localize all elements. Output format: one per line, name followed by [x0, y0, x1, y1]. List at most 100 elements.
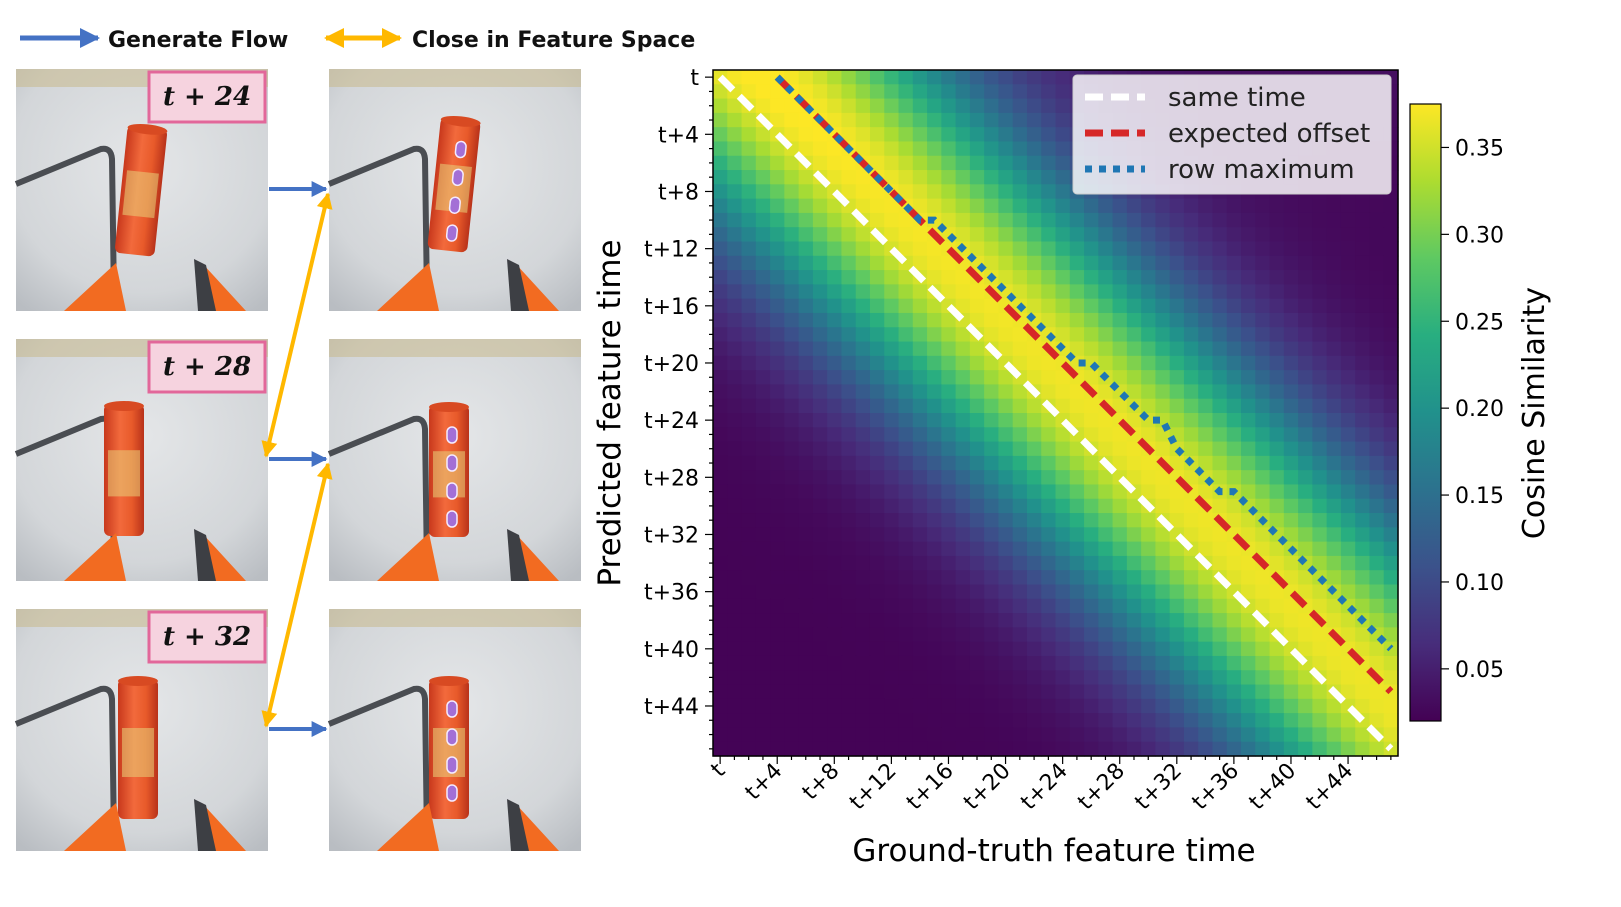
heatmap-cell: [841, 384, 857, 400]
heatmap-cell: [1126, 284, 1142, 300]
heatmap-cell: [770, 327, 785, 343]
heatmap-cell: [755, 727, 771, 743]
heatmap-cell: [1126, 470, 1142, 486]
heatmap-cell: [1226, 513, 1242, 528]
heatmap-cell: [1155, 498, 1171, 514]
heatmap-cell: [1369, 212, 1385, 228]
heatmap-cell: [1112, 341, 1128, 357]
heatmap-cell: [955, 127, 971, 143]
heatmap-cell: [941, 713, 957, 729]
heatmap-cell: [1298, 327, 1313, 343]
heatmap-cell: [713, 613, 728, 628]
heatmap-cell: [927, 498, 942, 514]
heatmap-cell: [984, 384, 1000, 400]
flow-point-marker: [446, 482, 458, 500]
heatmap-cell: [1226, 598, 1242, 614]
heatmap-cell: [884, 270, 900, 285]
heatmap-cell: [741, 584, 757, 600]
heatmap-cell: [1155, 713, 1171, 729]
heatmap-cell: [984, 398, 1000, 414]
colorbar-tick-label: 0.30: [1455, 223, 1504, 248]
heatmap-cell: [798, 655, 814, 671]
heatmap-cell: [1041, 284, 1057, 300]
heatmap-cell: [1041, 498, 1057, 514]
heatmap-cell: [912, 670, 928, 686]
y-tick-label: t+8: [658, 180, 699, 205]
gripper-left-finger: [377, 263, 439, 311]
heatmap-cell: [1326, 484, 1342, 500]
heatmap-cell: [969, 470, 985, 486]
heatmap-cell: [969, 184, 985, 200]
heatmap-cell: [1298, 584, 1313, 600]
heatmap-cell: [812, 198, 828, 214]
heatmap-cell: [1098, 470, 1114, 486]
heatmap-cell: [1298, 527, 1313, 543]
heatmap-cell: [969, 84, 985, 100]
flow-point-marker: [451, 168, 464, 187]
heatmap-cell: [770, 98, 785, 114]
heatmap-cell: [955, 141, 971, 157]
heatmap-cell: [727, 470, 743, 486]
heatmap-cell: [713, 298, 728, 314]
heatmap-cell: [770, 184, 785, 200]
heatmap-cell: [984, 727, 1000, 743]
heatmap-cell: [912, 627, 928, 643]
heatmap-cell: [898, 241, 914, 257]
heatmap-cell: [770, 384, 785, 400]
y-tick-label: t+12: [644, 238, 699, 263]
heatmap-cell: [927, 312, 942, 328]
heatmap-cell: [827, 155, 843, 171]
heatmap-cell: [1212, 527, 1228, 543]
heatmap-cell: [841, 370, 857, 386]
heatmap-cell: [1069, 212, 1085, 228]
heatmap-cell: [927, 184, 942, 200]
heatmap-cell: [1169, 713, 1185, 729]
heatmap-cell: [1126, 241, 1142, 257]
heatmap-cell: [784, 641, 800, 657]
heatmap-cell: [1069, 270, 1085, 285]
heatmap-cell: [969, 155, 985, 171]
chip-can: [115, 123, 168, 257]
heatmap-cell: [784, 341, 800, 357]
heatmap-cell: [1041, 384, 1057, 400]
heatmap-cell: [784, 184, 800, 200]
heatmap-cell: [841, 70, 857, 85]
heatmap-cell: [741, 455, 757, 471]
heatmap-cell: [1269, 470, 1285, 486]
heatmap-cell: [984, 298, 1000, 314]
heatmap-cell: [984, 655, 1000, 671]
heatmap-cell: [1098, 698, 1114, 714]
heatmap-cell: [1141, 484, 1156, 500]
heatmap-cell: [984, 698, 1000, 714]
heatmap-cell: [1084, 670, 1099, 686]
heatmap-cell: [1255, 470, 1271, 486]
heatmap-cell: [855, 112, 871, 128]
heatmap-cell: [1041, 598, 1057, 614]
heatmap-cell: [827, 455, 843, 471]
heatmap-cell: [741, 255, 757, 271]
heatmap-cell: [1084, 698, 1099, 714]
heatmap-cell: [1126, 698, 1142, 714]
heatmap-cell: [984, 212, 1000, 228]
heatmap-cell: [1126, 613, 1142, 628]
heatmap-cell: [969, 341, 985, 357]
heatmap-cell: [713, 684, 728, 700]
heatmap-cell: [1198, 384, 1214, 400]
heatmap-cell: [998, 212, 1014, 228]
heatmap-cell: [1326, 198, 1342, 214]
heatmap-cell: [884, 141, 900, 157]
heatmap-cell: [1098, 312, 1114, 328]
heatmap-cell: [1012, 727, 1028, 743]
heatmap-cell: [1326, 470, 1342, 486]
heatmap-cell: [798, 641, 814, 657]
heatmap-cell: [798, 484, 814, 500]
heatmap-cell: [713, 184, 728, 200]
heatmap-cell: [1326, 212, 1342, 228]
heatmap-cell: [841, 598, 857, 614]
heatmap-cell: [912, 84, 928, 100]
heatmap-cell: [869, 713, 885, 729]
heatmap-cell: [1026, 212, 1042, 228]
heatmap-cell: [1098, 241, 1114, 257]
heatmap-cell: [927, 112, 942, 128]
heatmap-cell: [869, 141, 885, 157]
